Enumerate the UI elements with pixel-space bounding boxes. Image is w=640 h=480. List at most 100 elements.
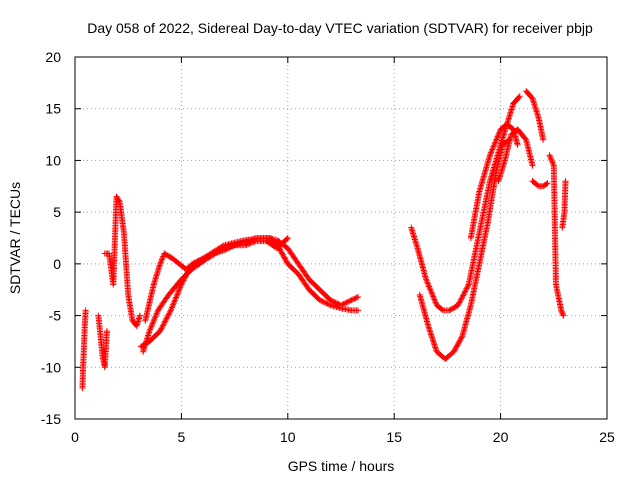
y-tick-label: -10 [41,359,61,375]
series-arc-k [523,88,547,143]
data-point [456,299,463,306]
data-point [348,297,355,304]
data-point [174,290,181,297]
data-point [276,245,283,252]
data-point [276,246,283,253]
data-point [249,236,256,243]
data-point [353,294,360,301]
data-point [450,348,457,355]
data-point [488,147,495,154]
series-arc-n [559,178,569,231]
data-point [431,297,438,304]
series-arc-b [95,312,110,371]
data-point [177,282,184,289]
data-point [319,298,326,305]
x-tick-label: 25 [599,429,615,445]
series-arc-e [142,235,362,324]
data-point [546,152,553,159]
series-arc-m [546,152,567,319]
data-point [153,310,160,317]
data-point [150,317,157,324]
data-point [163,315,170,322]
data-point [324,300,331,307]
data-point [115,197,122,204]
data-point [540,136,547,143]
data-point [548,158,555,165]
data-point [147,326,154,333]
data-point [427,286,434,293]
data-point [454,342,461,349]
data-point [157,328,164,335]
data-point [528,94,535,101]
data-point [170,300,177,307]
y-tick-label: -5 [49,308,62,324]
data-point [243,238,250,245]
data-point [345,298,352,305]
data-point [283,258,290,265]
data-point [460,291,467,298]
data-point [251,235,258,242]
data-point [157,326,164,333]
data-point [428,289,435,296]
data-point [355,293,362,300]
data-point [426,283,433,290]
data-point [176,287,183,294]
data-point [159,254,166,261]
data-point [175,288,182,295]
data-point [159,322,166,329]
data-point [282,256,289,263]
data-point [549,159,556,166]
data-point [146,328,153,335]
data-point [455,302,462,309]
chart-title: Day 058 of 2022, Sidereal Day-to-day VTE… [87,20,593,36]
data-point [516,93,523,100]
data-point [529,162,536,169]
y-tick-label: 20 [45,49,61,65]
data-point [281,254,288,261]
data-point [162,317,169,324]
data-point [343,299,350,306]
data-point [242,238,249,245]
data-point [432,299,439,306]
data-point [460,292,467,299]
data-point [159,323,166,330]
series-arc-f [140,235,362,355]
data-point [491,142,498,149]
data-point [562,178,569,185]
grid [75,57,607,419]
data-point [162,318,169,325]
y-tick-labels: -15 -10 -5 0 5 10 15 20 [41,49,61,427]
data-point [548,156,555,163]
data-point [277,247,284,254]
data-point [430,293,437,300]
data-point [331,298,338,305]
data-point [493,136,500,143]
data-point [173,293,180,300]
data-point [154,308,161,315]
data-point [550,161,557,168]
data-point [240,239,247,246]
data-point [148,323,155,330]
data-point [494,135,501,142]
data-point [431,296,438,303]
data-point [322,299,329,306]
data-point [458,334,465,341]
data-point [148,322,155,329]
data-point [150,319,157,326]
data-point [151,316,158,323]
data-point [429,292,436,299]
data-point [103,328,110,335]
plot-frame [74,56,608,420]
data-point [543,180,550,187]
data-point [457,296,464,303]
data-point [280,253,287,260]
data-point [174,291,181,298]
data-point [455,339,462,346]
data-point [488,149,495,156]
data-point [283,236,290,243]
data-point [177,284,184,291]
data-point [451,347,458,354]
data-point [495,130,502,137]
data-points [79,88,569,391]
series-arc-l [529,178,551,190]
